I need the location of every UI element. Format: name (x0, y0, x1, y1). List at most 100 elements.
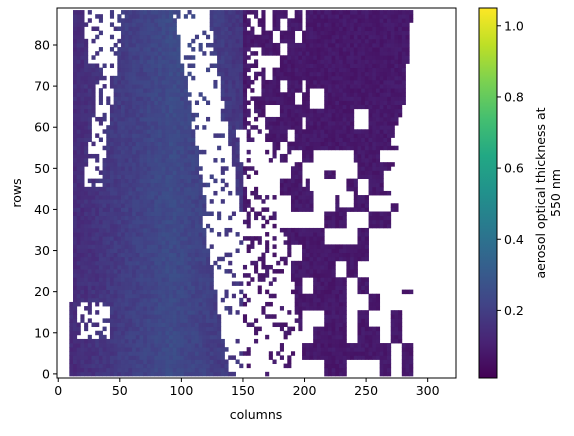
heatmap-cell (106, 223, 111, 229)
heatmap-cell (202, 227, 207, 233)
heatmap-cell (135, 289, 140, 295)
heatmap-cell (76, 351, 81, 356)
heatmap-cell (98, 252, 103, 258)
heatmap-cell (121, 367, 126, 373)
heatmap-cell (124, 112, 129, 118)
heatmap-cell (364, 330, 369, 336)
heatmap-cell (305, 293, 310, 299)
heatmap-cell (298, 182, 303, 188)
heatmap-cell (113, 145, 118, 151)
heatmap-cell (213, 79, 218, 85)
heatmap-cell (324, 145, 329, 151)
heatmap-cell (346, 178, 351, 184)
heatmap-cell (387, 359, 392, 365)
heatmap-cell (254, 264, 259, 270)
heatmap-cell (80, 347, 85, 352)
heatmap-cell (398, 75, 403, 81)
heatmap-cell (109, 190, 115, 196)
heatmap-cell (194, 326, 200, 332)
heatmap-cell (176, 116, 181, 122)
heatmap-cell (117, 351, 122, 356)
heatmap-cell (143, 75, 148, 81)
heatmap-cell (87, 211, 92, 217)
heatmap-cell (157, 256, 163, 262)
heatmap-cell (76, 367, 81, 373)
heatmap-cell (117, 133, 122, 138)
heatmap-cell (394, 310, 399, 315)
heatmap-cell (279, 100, 284, 106)
heatmap-cell (157, 145, 163, 151)
heatmap-cell (213, 289, 218, 295)
heatmap-cell (302, 104, 307, 110)
heatmap-cell (191, 75, 196, 81)
heatmap-cell (302, 256, 307, 262)
heatmap-cell (132, 34, 137, 40)
heatmap-cell (387, 67, 392, 73)
heatmap-cell (302, 195, 307, 200)
heatmap-cell (309, 343, 314, 348)
heatmap-cell (143, 338, 148, 344)
heatmap-cell (169, 170, 174, 175)
heatmap-cell (102, 252, 107, 258)
heatmap-cell (235, 359, 240, 365)
heatmap-cell (316, 277, 321, 282)
heatmap-cell (220, 71, 225, 77)
heatmap-cell (387, 71, 392, 77)
heatmap-cell (121, 211, 126, 217)
heatmap-cell (117, 306, 122, 311)
heatmap-cell (187, 277, 192, 282)
heatmap-cell (132, 133, 137, 138)
heatmap-cell (91, 273, 96, 278)
heatmap-cell (84, 219, 89, 225)
heatmap-cell (183, 100, 188, 106)
heatmap-cell (180, 273, 185, 278)
heatmap-cell (73, 125, 78, 130)
heatmap-cell (331, 38, 336, 44)
heatmap-cell (117, 51, 122, 56)
heatmap-cell (154, 125, 159, 130)
heatmap-cell (73, 149, 78, 155)
heatmap-cell (191, 190, 196, 196)
heatmap-cell (364, 232, 369, 237)
heatmap-cell (375, 351, 381, 356)
heatmap-cell (331, 256, 336, 262)
heatmap-cell (69, 326, 74, 332)
heatmap-cell (73, 170, 78, 175)
heatmap-cell (398, 67, 403, 73)
heatmap-cell (342, 71, 347, 77)
heatmap-cell (387, 363, 392, 369)
heatmap-cell (265, 273, 270, 278)
heatmap-cell (290, 51, 296, 56)
heatmap-cell (124, 162, 129, 167)
heatmap-cell (87, 223, 92, 229)
heatmap-cell (320, 297, 325, 303)
heatmap-cell (294, 88, 299, 93)
heatmap-cell (146, 334, 151, 340)
heatmap-cell (350, 92, 355, 97)
heatmap-cell (176, 92, 181, 97)
heatmap-cell (139, 232, 144, 237)
heatmap-cell (157, 248, 163, 254)
heatmap-cell (242, 42, 248, 48)
heatmap-cell (242, 38, 248, 44)
heatmap-cell (324, 84, 329, 89)
heatmap-cell (320, 67, 325, 73)
heatmap-cell (213, 367, 218, 373)
heatmap-cell (183, 116, 188, 122)
heatmap-cell (76, 343, 81, 348)
heatmap-cell (324, 125, 329, 130)
heatmap-cell (335, 51, 340, 56)
heatmap-cell (401, 343, 406, 348)
heatmap-cell (217, 264, 222, 270)
heatmap-cell (128, 240, 133, 245)
heatmap-cell (220, 51, 225, 56)
heatmap-cell (217, 359, 222, 365)
heatmap-cell (154, 363, 159, 369)
heatmap-cell (213, 51, 218, 56)
heatmap-cell (309, 137, 314, 143)
heatmap-cell (302, 38, 307, 44)
heatmap-cell (73, 108, 78, 114)
heatmap-cell (139, 301, 144, 307)
heatmap-cell (346, 273, 351, 278)
heatmap-cell (191, 227, 196, 233)
